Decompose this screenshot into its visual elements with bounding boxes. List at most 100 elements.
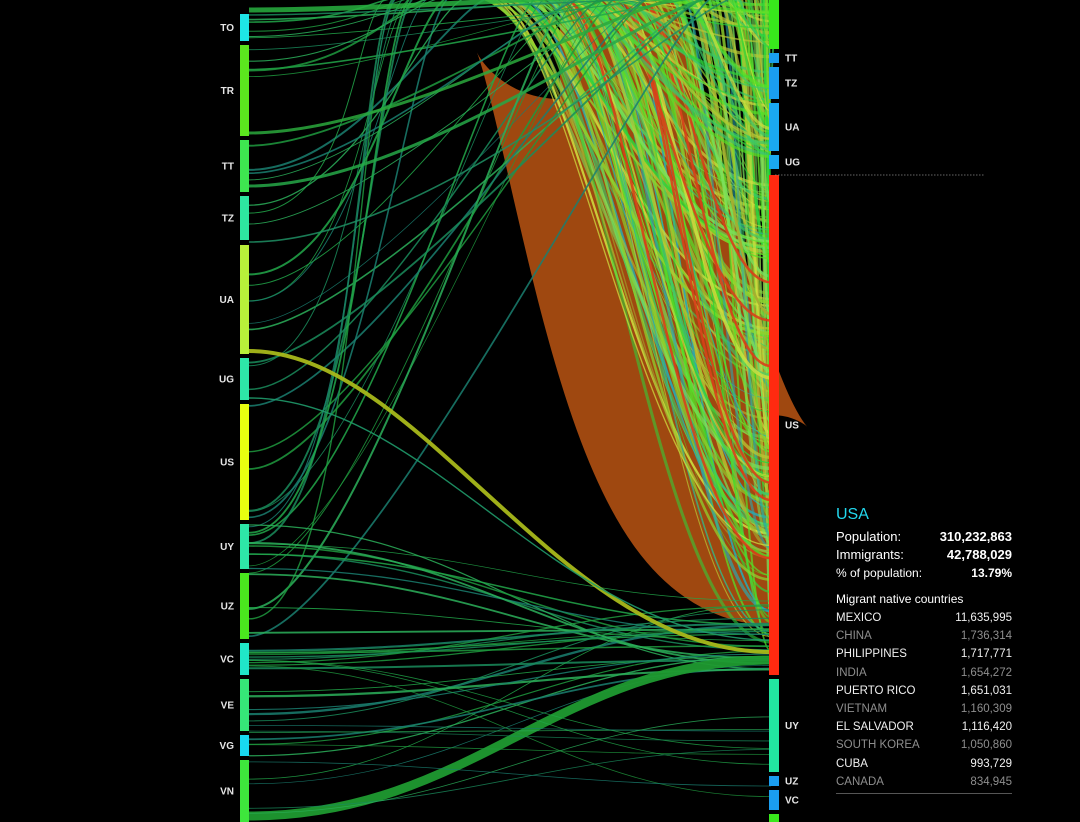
origin-row[interactable]: INDIA 1,654,272 (836, 664, 1012, 682)
origin-value: 1,160,309 (960, 703, 1012, 716)
flow-ribbon (248, 653, 772, 711)
origin-bar-us[interactable] (240, 404, 249, 520)
flow-ribbon (248, 665, 772, 798)
flow-ribbon (248, 0, 730, 243)
destination-bar-ug[interactable] (769, 155, 779, 169)
flow-ribbon (248, 623, 772, 652)
flow-ribbon (248, 573, 772, 660)
flow-ribbon (727, 0, 772, 40)
flow-ribbon (248, 0, 707, 188)
destination-label-uy: UY (785, 721, 799, 732)
flow-ribbon (248, 0, 604, 567)
origin-row[interactable]: CHINA 1,736,314 (836, 627, 1012, 645)
flow-ribbon (248, 605, 772, 664)
flow-ribbon (248, 0, 579, 175)
percent-label: % of population: (836, 566, 923, 580)
origin-row[interactable]: PUERTO RICO 1,651,031 (836, 682, 1012, 700)
flow-ribbon (248, 730, 772, 742)
flow-ribbon (747, 0, 772, 49)
flow-ribbon (605, 0, 772, 88)
flow-ribbon (711, 0, 773, 546)
origin-bar-ve[interactable] (240, 679, 249, 731)
destination-label-ug: UG (785, 158, 800, 169)
origin-bar-to[interactable] (240, 14, 249, 41)
flow-ribbon (248, 0, 603, 78)
origin-label-to: TO (220, 23, 234, 34)
flow-ribbon (248, 0, 436, 62)
flow-ribbon (731, 0, 772, 132)
origin-bar-tz[interactable] (240, 196, 249, 240)
origin-bar-ug[interactable] (240, 358, 249, 400)
destination-bar-tt[interactable] (769, 53, 779, 63)
flow-ribbon (248, 659, 772, 670)
origin-bar-uy[interactable] (240, 524, 249, 569)
flow-ribbon (248, 0, 410, 534)
origin-bar-vc[interactable] (240, 643, 249, 675)
origin-name: VIETNAM (836, 703, 888, 716)
origin-label-ve: VE (221, 701, 235, 712)
origin-bar-ua[interactable] (240, 245, 249, 354)
destination-label-us: US (785, 421, 799, 432)
origin-label-ug: UG (219, 375, 234, 386)
destination-bar-partial-9[interactable] (769, 814, 779, 822)
origin-bar-tr[interactable] (240, 45, 249, 136)
destination-bar-uz[interactable] (769, 776, 779, 786)
flow-ribbon (248, 0, 599, 391)
destination-bar-uy[interactable] (769, 679, 779, 772)
destination-bar-vc[interactable] (769, 790, 779, 810)
flow-ribbon (248, 0, 406, 32)
destination-bar-partial-0[interactable] (769, 0, 779, 49)
origin-name: PHILIPPINES (836, 648, 907, 661)
flow-ribbon (248, 543, 772, 602)
origin-row[interactable]: PHILIPPINES 1,717,771 (836, 645, 1012, 663)
origin-bar-vn[interactable] (240, 760, 249, 822)
origin-row[interactable]: VIETNAM 1,160,309 (836, 700, 1012, 718)
flow-ribbon (248, 0, 607, 147)
percent-stat: % of population: 13.79% (836, 564, 1012, 582)
origin-name: INDIA (836, 666, 867, 679)
flow-ribbon (579, 0, 772, 460)
flow-ribbon (248, 397, 772, 641)
origin-bar-uz[interactable] (240, 573, 249, 639)
origin-row[interactable]: CUBA 993,729 (836, 755, 1012, 773)
origin-value: 11,635,995 (955, 612, 1012, 624)
origin-bar-vg[interactable] (240, 735, 249, 756)
flow-ribbon (248, 0, 646, 51)
flow-ribbon (248, 0, 665, 39)
flow-ribbon (573, 0, 772, 145)
origin-label-ua: UA (220, 295, 234, 306)
origin-label-tr: TR (221, 86, 235, 97)
origin-label-tz: TZ (222, 214, 234, 225)
origin-label-vn: VN (220, 787, 234, 798)
origin-row[interactable]: SOUTH KOREA 1,050,860 (836, 736, 1012, 754)
flow-ribbon (728, 0, 772, 424)
destination-bar-tz[interactable] (769, 67, 779, 99)
immigrants-value: 42,788,029 (946, 547, 1012, 562)
flow-ribbon (248, 0, 634, 16)
origin-label-uz: UZ (221, 602, 234, 613)
origin-row[interactable]: CANADA 834,945 (836, 773, 1012, 791)
flow-ribbon (525, 0, 772, 193)
flow-ribbon (248, 0, 428, 37)
flow-ribbon (248, 628, 772, 656)
flow-ribbon (248, 0, 576, 574)
list-divider (836, 793, 1012, 795)
origin-row[interactable]: EL SALVADOR 1,116,420 (836, 718, 1012, 736)
origins-list: MEXICO 11,635,995 CHINA 1,736,314 PHILIPPINE… (836, 609, 1012, 791)
flow-ribbons (248, 0, 813, 821)
flow-ribbon (248, 0, 711, 638)
origin-label-us: US (220, 458, 234, 469)
flow-ribbon (248, 545, 772, 648)
origin-name: MEXICO (836, 612, 882, 624)
flow-ribbon (248, 0, 427, 72)
origin-name: EL SALVADOR (836, 721, 914, 734)
origin-row[interactable]: MEXICO 11,635,995 (836, 609, 1012, 627)
origin-name: CHINA (836, 630, 872, 643)
destination-label-tz: TZ (785, 79, 797, 90)
destination-bar-us[interactable] (769, 175, 779, 675)
destination-bar-ua[interactable] (769, 103, 779, 151)
flow-ribbon (248, 0, 571, 13)
flow-ribbon (248, 655, 772, 757)
origin-bar-tt[interactable] (240, 140, 249, 192)
origin-value: 1,717,771 (960, 648, 1012, 661)
